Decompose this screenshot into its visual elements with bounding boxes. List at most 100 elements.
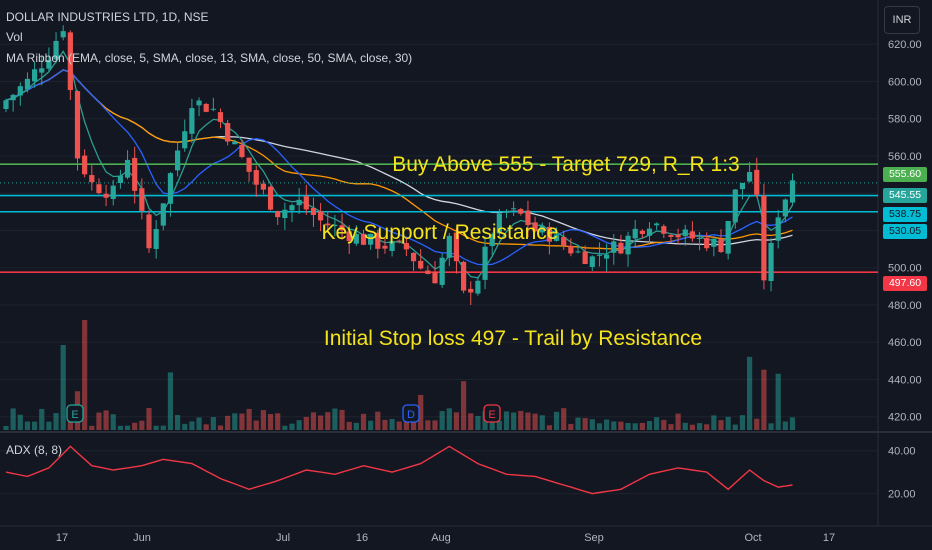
price-tick-label: 440.00	[888, 374, 922, 386]
volume-bar	[260, 410, 266, 430]
event-marker[interactable]: E	[483, 404, 501, 423]
volume-bar	[468, 413, 474, 430]
candle	[368, 233, 374, 250]
stop-annotation[interactable]: Initial Stop loss 497 - Trail by Resista…	[324, 327, 702, 350]
buy-annotation[interactable]: Buy Above 555 - Target 729, R_R 1:3	[392, 153, 740, 176]
volume-bar	[561, 408, 567, 430]
candle	[239, 139, 245, 159]
volume-bar	[775, 373, 781, 430]
candle	[282, 202, 288, 230]
candle	[346, 225, 352, 254]
volume-bar	[446, 408, 452, 430]
candle	[17, 82, 23, 106]
horizontal-levels[interactable]	[0, 163, 878, 273]
candle	[632, 219, 638, 248]
candle	[761, 183, 767, 290]
volume-bar	[310, 412, 317, 430]
volume-bar	[167, 372, 174, 430]
volume-bar	[618, 421, 624, 430]
volume-bar	[17, 414, 23, 430]
candle	[754, 157, 760, 198]
candle	[482, 236, 488, 290]
candle	[654, 222, 660, 230]
svg-text:E: E	[71, 409, 78, 421]
volume-legend: Vol	[6, 30, 23, 44]
volume-bar	[46, 421, 52, 430]
volume-bar	[382, 419, 388, 430]
volume-bar	[375, 411, 381, 430]
adx-line	[5, 445, 793, 495]
candle	[646, 222, 653, 243]
volume-bar	[589, 419, 595, 430]
candle	[747, 162, 753, 183]
candle	[182, 119, 188, 152]
volume-bar	[39, 408, 45, 430]
candle	[661, 224, 667, 239]
volume-bar	[96, 412, 102, 430]
candle	[582, 245, 588, 265]
event-marker[interactable]: E	[66, 404, 84, 423]
candle	[267, 185, 274, 211]
volume-bar	[453, 412, 460, 430]
candle	[403, 237, 409, 256]
candlesticks	[3, 25, 796, 306]
volume-bar	[325, 412, 331, 430]
volume-bar	[203, 424, 209, 430]
volume-bar	[89, 425, 95, 430]
volume-bar	[253, 420, 259, 430]
volume-bar	[60, 345, 66, 430]
volume-bar	[568, 423, 574, 430]
candle	[217, 108, 224, 129]
candle	[39, 56, 45, 86]
volume-bar	[32, 421, 38, 430]
candle	[117, 169, 123, 189]
candle	[625, 231, 631, 267]
volume-bar	[632, 423, 638, 430]
volume-bar	[575, 417, 581, 430]
candle	[468, 281, 474, 306]
volume-bar	[318, 415, 324, 430]
candle	[246, 157, 252, 182]
candle	[725, 221, 731, 260]
candle	[232, 139, 238, 145]
volume-bar	[246, 408, 252, 430]
adx-pane	[5, 445, 793, 495]
candle	[453, 227, 460, 274]
chart-grid	[0, 0, 932, 527]
candle	[146, 210, 152, 253]
candle	[32, 61, 38, 88]
adx-legend: ADX (8, 8)	[6, 443, 63, 457]
volume-bar	[24, 421, 31, 430]
time-tick-label: 17	[823, 532, 835, 544]
volume-bar	[739, 415, 746, 430]
candle	[289, 203, 295, 223]
candle	[546, 222, 552, 255]
event-marker[interactable]: D	[402, 404, 420, 423]
volume-bar	[496, 420, 502, 430]
volume-bar	[489, 415, 495, 430]
candle	[789, 173, 796, 206]
candle	[160, 203, 166, 231]
candle	[353, 225, 359, 246]
candle	[3, 98, 9, 113]
volume-bar	[239, 413, 245, 430]
volume-bar	[539, 415, 545, 430]
chart-title: DOLLAR INDUSTRIES LTD, 1D, NSE	[6, 10, 209, 24]
time-tick-label: Sep	[584, 532, 604, 544]
support-annotation[interactable]: Key Support / Resistance	[322, 221, 559, 244]
candle	[253, 165, 259, 197]
volume-bar	[439, 411, 445, 430]
candle	[153, 220, 159, 259]
volume-bar	[661, 419, 667, 430]
currency-button[interactable]: INR	[884, 6, 920, 34]
volume-bar	[582, 418, 588, 430]
time-tick-label: Oct	[744, 532, 761, 544]
volume-bar	[668, 424, 674, 430]
candle	[46, 47, 52, 72]
candle	[525, 200, 531, 238]
candle	[318, 203, 324, 232]
volume-bar	[189, 421, 195, 430]
candle	[782, 198, 788, 223]
